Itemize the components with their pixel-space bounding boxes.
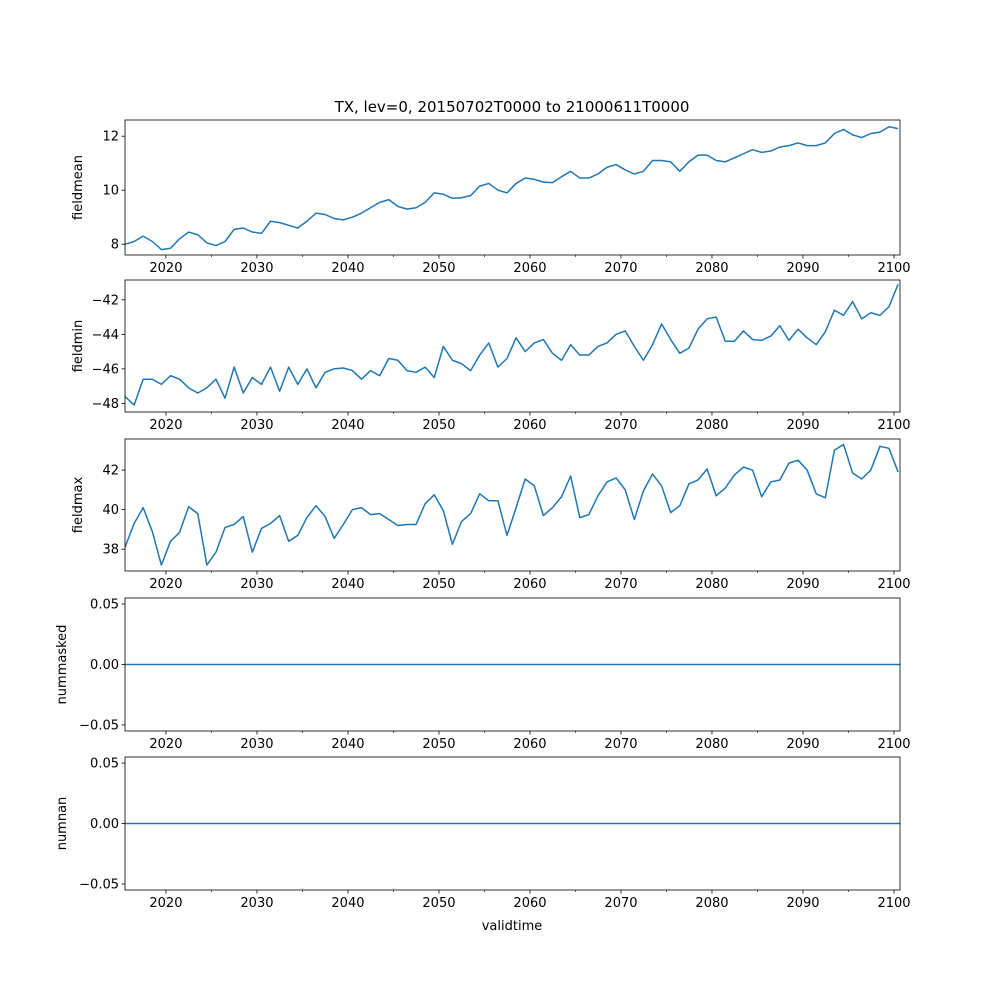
x-tick-label: 2060: [513, 261, 546, 276]
x-tick-label: 2090: [786, 737, 819, 752]
x-tick-label: 2070: [604, 261, 637, 276]
y-tick-label: −48: [92, 397, 119, 412]
y-axis-label: fieldmin: [71, 320, 86, 373]
x-tick-label: 2100: [877, 577, 910, 592]
x-tick-label: 2060: [513, 418, 546, 433]
y-tick-label: −46: [92, 362, 119, 377]
x-tick-label: 2040: [331, 261, 364, 276]
x-tick-label: 2040: [331, 737, 364, 752]
fieldmean-series-line: [125, 126, 899, 251]
axes-frame: [124, 119, 901, 256]
y-tick-label: 0.00: [90, 817, 119, 832]
y-tick-label: 42: [102, 464, 119, 479]
x-tick-label: 2090: [786, 577, 819, 592]
x-tick-label: 2060: [513, 896, 546, 911]
y-axis-label: numnan: [55, 797, 70, 851]
fieldmin-series-line: [125, 284, 899, 406]
x-tick-label: 2020: [149, 261, 182, 276]
x-tick-label: 2050: [422, 261, 455, 276]
x-tick-label: 2040: [331, 896, 364, 911]
x-tick-label: 2080: [695, 896, 728, 911]
y-tick-label: −44: [92, 328, 119, 343]
fieldmax-series-line: [125, 443, 899, 566]
x-tick-label: 2060: [513, 577, 546, 592]
x-tick-label: 2070: [604, 577, 637, 592]
x-tick-label: 2030: [240, 261, 273, 276]
x-tick-label: 2100: [877, 896, 910, 911]
x-tick-label: 2050: [422, 418, 455, 433]
y-tick-label: −42: [92, 293, 119, 308]
x-tick-label: 2090: [786, 418, 819, 433]
x-tick-label: 2020: [149, 896, 182, 911]
x-tick-label: 2050: [422, 896, 455, 911]
x-tick-label: 2070: [604, 737, 637, 752]
y-axis-label: fieldmean: [71, 155, 86, 220]
y-tick-label: 10: [102, 184, 119, 199]
x-tick-label: 2030: [240, 896, 273, 911]
x-tick-label: 2030: [240, 737, 273, 752]
x-tick-label: 2090: [786, 261, 819, 276]
x-tick-label: 2050: [422, 737, 455, 752]
subplot-fieldmin: −48 −46 −44 −42 2020 2030 2040 2050 2060 2070 2080…: [71, 279, 911, 433]
x-tick-label: 2100: [877, 261, 910, 276]
x-tick-label: 2040: [331, 577, 364, 592]
x-tick-label: 2040: [331, 418, 364, 433]
subplot-nummasked: −0.05 0.00 0.05 2020 2030 2040 2050 2060 2070 208…: [55, 598, 911, 752]
y-tick-label: 8: [111, 238, 119, 253]
y-tick-label: −0.05: [79, 877, 119, 892]
axes-frame: [124, 438, 901, 572]
y-tick-label: 12: [102, 130, 119, 145]
x-tick-label: 2090: [786, 896, 819, 911]
subplot-numnan: −0.05 0.00 0.05 2020 2030 2040 2050 2060 2070 208…: [55, 757, 911, 911]
y-axis-label: fieldmax: [71, 477, 86, 534]
x-tick-label: 2100: [877, 418, 910, 433]
x-tick-label: 2050: [422, 577, 455, 592]
x-tick-label: 2080: [695, 418, 728, 433]
x-tick-label: 2070: [604, 896, 637, 911]
subplot-fieldmean: 8 10 12 2020 2030 2040 2050 2060 2070 2080 2090 210…: [71, 119, 911, 276]
x-tick-label: 2060: [513, 737, 546, 752]
x-tick-label: 2100: [877, 737, 910, 752]
y-tick-label: 40: [102, 503, 119, 518]
x-tick-label: 2080: [695, 261, 728, 276]
y-tick-label: 0.05: [90, 757, 119, 772]
x-tick-label: 2080: [695, 577, 728, 592]
axes-frame: [124, 279, 901, 413]
x-axis-label: validtime: [482, 919, 543, 934]
y-tick-label: −0.05: [79, 718, 119, 733]
y-axis-label: nummasked: [55, 625, 70, 705]
y-tick-label: 38: [102, 543, 119, 558]
x-tick-label: 2030: [240, 577, 273, 592]
x-tick-label: 2080: [695, 737, 728, 752]
y-tick-label: 0.05: [90, 598, 119, 613]
subplot-fieldmax: 38 40 42 2020 2030 2040 2050 2060 2070 2080 2090 21…: [71, 438, 911, 592]
x-tick-label: 2030: [240, 418, 273, 433]
chart-title: TX, lev=0, 20150702T0000 to 21000611T000…: [334, 98, 690, 116]
x-tick-label: 2020: [149, 418, 182, 433]
x-tick-label: 2070: [604, 418, 637, 433]
x-tick-label: 2020: [149, 577, 182, 592]
x-tick-label: 2020: [149, 737, 182, 752]
y-tick-label: 0.00: [90, 658, 119, 673]
